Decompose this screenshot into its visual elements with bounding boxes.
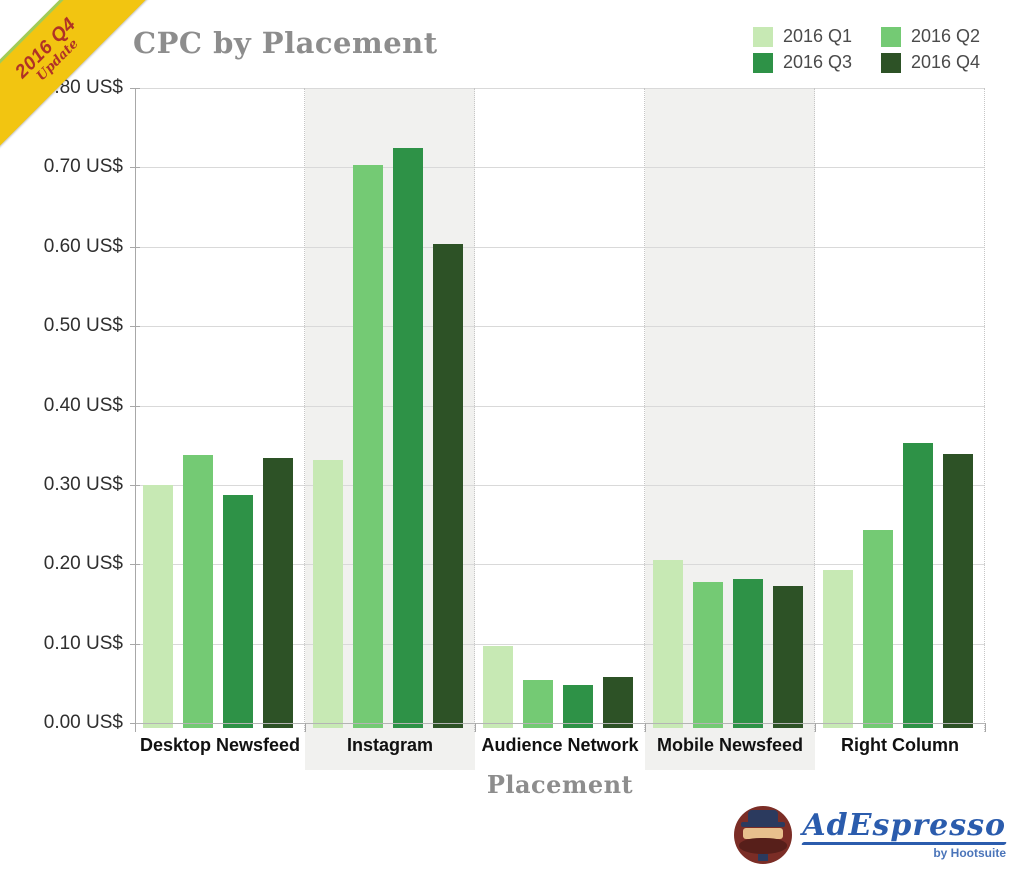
bar-2016-q1-desktop-newsfeed: [143, 484, 173, 728]
legend-swatch-q1: [753, 26, 773, 47]
mascot-hat: [748, 810, 779, 823]
y-axis-label: 0.20 US$: [43, 553, 123, 575]
gridline-0-50-US-: [135, 326, 985, 328]
bar-2016-q4-instagram: [433, 244, 463, 728]
bar-2016-q1-instagram: [313, 460, 343, 728]
y-axis-label: 0.80 US$: [43, 77, 123, 98]
bar-2016-q2-mobile-newsfeed: [693, 581, 723, 728]
bar-2016-q4-right-column: [943, 453, 973, 728]
legend-item-2016-q4: 2016 Q4: [881, 52, 1009, 73]
bar-2016-q1-right-column: [823, 569, 853, 728]
gridline-0-80-US-: [135, 88, 985, 89]
legend-item-2016-q3: 2016 Q3: [753, 52, 881, 73]
x-tick: [305, 723, 306, 732]
y-axis-line: [135, 88, 136, 724]
brand-name: AdEspresso: [802, 807, 1006, 843]
category-separator: [304, 88, 305, 732]
x-axis-line: [135, 723, 986, 724]
x-tick: [135, 723, 136, 732]
x-axis-label-desktop-newsfeed: Desktop Newsfeed: [139, 735, 301, 755]
bar-2016-q3-audience-network: [563, 684, 593, 728]
x-tick: [475, 723, 476, 732]
bar-2016-q3-desktop-newsfeed: [223, 495, 253, 728]
x-tick: [815, 723, 816, 732]
adespresso-mascot-icon: [734, 806, 793, 864]
bar-2016-q3-instagram: [393, 148, 423, 728]
brand-byline: by Hootsuite: [933, 845, 1006, 860]
x-axis-label-mobile-newsfeed: Mobile Newsfeed: [656, 735, 804, 755]
bar-2016-q4-desktop-newsfeed: [263, 457, 293, 728]
x-tick: [645, 723, 646, 732]
y-axis-labels: 0.00 US$ 0.10 US$ 0.20 US$ 0.30 US$ 0.40 US$…: [8, 78, 123, 733]
gridline-0-70-US-: [135, 167, 985, 169]
category-separator: [474, 88, 475, 732]
bar-2016-q4-mobile-newsfeed: [773, 586, 803, 728]
mascot-hat-brim: [741, 822, 786, 827]
legend-label-q4: 2016 Q4: [911, 52, 981, 72]
legend-swatch-q3: [753, 52, 773, 73]
legend-label-q1: 2016 Q1: [783, 26, 853, 46]
x-axis-label-right-column: Right Column: [841, 735, 959, 755]
bar-2016-q2-instagram: [353, 165, 383, 728]
page-title: CPC by Placement: [133, 26, 438, 60]
gridline-0-10-US-: [135, 643, 985, 645]
gridline-0-20-US-: [135, 564, 985, 566]
gridline-0-30-US-: [135, 484, 985, 486]
legend: 2016 Q1 2016 Q2 2016 Q3 2016 Q4: [753, 26, 1009, 73]
category-separator: [644, 88, 645, 732]
legend-item-2016-q1: 2016 Q1: [753, 26, 881, 47]
bar-2016-q4-audience-network: [603, 676, 633, 728]
legend-label-q3: 2016 Q3: [783, 52, 853, 72]
gridline-0-40-US-: [135, 405, 985, 407]
brand-underline: [801, 841, 1007, 845]
y-axis-label: 0.50 US$: [43, 315, 123, 337]
bar-2016-q2-audience-network: [523, 680, 553, 728]
bar-2016-q3-mobile-newsfeed: [733, 578, 763, 728]
x-axis-category-labels: Desktop Newsfeed Instagram Audience Networ…: [135, 735, 985, 761]
category-separator: [984, 88, 985, 732]
x-tick: [985, 723, 986, 732]
x-axis-label-instagram: Instagram: [346, 735, 434, 755]
y-axis-label: 0.00 US$: [43, 712, 123, 733]
mascot-mustache: [739, 838, 788, 854]
x-axis-title: Placement: [486, 770, 634, 799]
legend-swatch-q4: [881, 52, 901, 73]
brand-text-block: AdEspresso by Hootsuite: [801, 807, 1007, 860]
adespresso-logo: AdEspresso by Hootsuite: [734, 806, 1007, 864]
y-axis-label: 0.10 US$: [43, 632, 123, 654]
legend-swatch-q2: [881, 26, 901, 47]
y-axis-label: 0.60 US$: [43, 235, 123, 257]
bar-2016-q2-right-column: [863, 530, 893, 728]
y-axis-label: 0.40 US$: [43, 394, 123, 416]
gridline-0-60-US-: [135, 246, 985, 248]
bar-2016-q1-mobile-newsfeed: [653, 559, 683, 728]
y-axis-label: 0.70 US$: [43, 156, 123, 178]
category-separator: [814, 88, 815, 732]
mascot-bowtie: [758, 854, 769, 861]
x-axis-label-audience-network: Audience Network: [481, 735, 639, 755]
bar-2016-q1-audience-network: [483, 646, 513, 728]
bar-2016-q2-desktop-newsfeed: [183, 454, 213, 728]
mascot-face: [743, 828, 784, 839]
plot-area: [130, 88, 985, 770]
bar-2016-q3-right-column: [903, 442, 933, 728]
legend-label-q2: 2016 Q2: [911, 26, 981, 46]
legend-item-2016-q2: 2016 Q2: [881, 26, 1009, 47]
y-axis-label: 0.30 US$: [43, 473, 123, 495]
